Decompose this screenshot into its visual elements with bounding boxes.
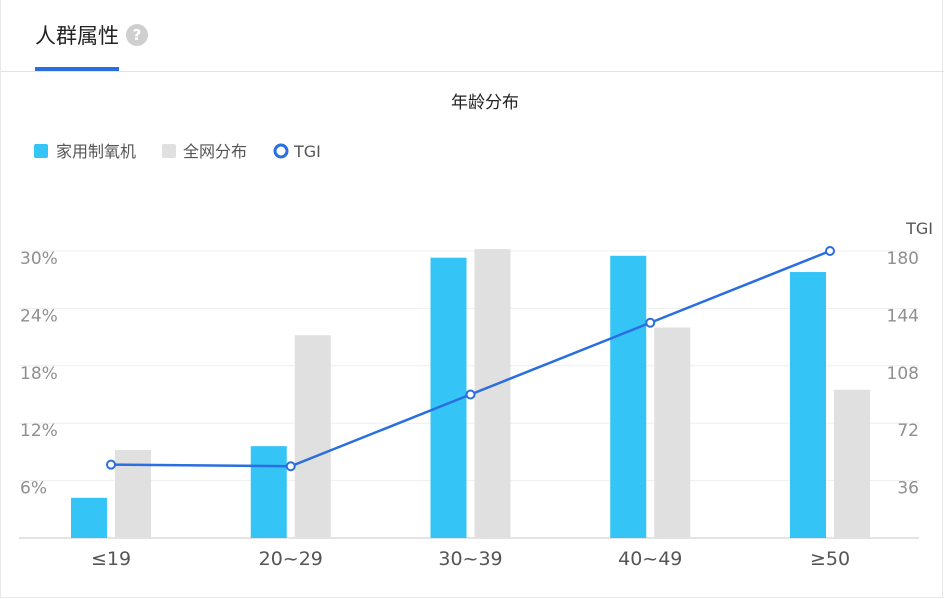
right-axis-ticks: 36 72 108 144 180 [887,249,919,499]
legend-label-tgi: TGI [293,142,321,161]
bar-series-2-0[interactable] [115,449,151,538]
tab-crowd-attributes[interactable]: 人群属性 ? [35,20,148,50]
right-tick-label: 180 [887,249,919,269]
tab-active-underline [35,67,119,71]
tgi-point-0[interactable] [106,459,116,470]
left-tick-label: 30% [20,249,58,269]
tgi-point-2[interactable] [465,389,476,400]
right-axis-title: TGI [905,219,933,238]
grid-lines [19,250,919,539]
right-tick-label: 72 [897,421,919,441]
chart-title: 年龄分布 [451,93,519,113]
left-tick-label: 18% [20,364,58,384]
legend-label-series-2: 全网分布 [183,142,247,161]
tgi-point-4[interactable] [825,246,835,256]
tgi-point-1[interactable] [285,461,296,472]
legend-item-series-2[interactable]: 全网分布 [162,142,247,161]
bar-series-1-3[interactable] [610,255,647,539]
question-icon[interactable]: ? [126,24,148,46]
x-tick-label: 40~49 [618,548,682,570]
bar-series-2-2[interactable] [474,249,511,538]
x-tick-label: ≤19 [91,548,131,570]
legend-label-series-1: 家用制氧机 [56,142,136,161]
left-tick-label: 12% [20,421,58,441]
x-tick-label: 20~29 [259,548,323,570]
tgi-line-path [110,249,831,468]
tgi-line [106,246,835,472]
x-tick-label: ≥50 [810,548,850,570]
bar-series-1-0[interactable] [71,497,107,538]
legend-swatch-series-2 [162,144,176,158]
legend: 家用制氧机 全网分布 TGI [34,142,321,161]
bar-series-2-4[interactable] [834,389,870,538]
legend-item-series-1[interactable]: 家用制氧机 [34,142,136,161]
tab-title-label: 人群属性 [35,24,119,48]
legend-item-tgi[interactable]: TGI [273,142,321,161]
bar-series-2-3[interactable] [654,327,691,538]
left-tick-label: 24% [20,306,58,326]
bars [71,249,870,539]
legend-swatch-series-1 [34,144,48,158]
legend-marker-tgi [273,143,289,159]
right-tick-label: 108 [887,364,919,384]
tgi-point-3[interactable] [645,317,656,328]
right-tick-label: 144 [887,306,919,326]
left-tick-label: 6% [20,479,47,499]
right-tick-label: 36 [897,479,919,499]
bar-series-1-1[interactable] [250,446,287,538]
x-axis-ticks: ≤19 20~29 30~39 40~49 ≥50 [91,548,850,570]
tab-bar: 人群属性 ? [1,0,944,72]
bar-series-2-1[interactable] [294,335,331,538]
bar-series-1-4[interactable] [790,272,826,538]
x-tick-label: 30~39 [438,548,502,570]
left-axis-ticks: 6% 12% 18% 24% 30% [20,249,58,499]
